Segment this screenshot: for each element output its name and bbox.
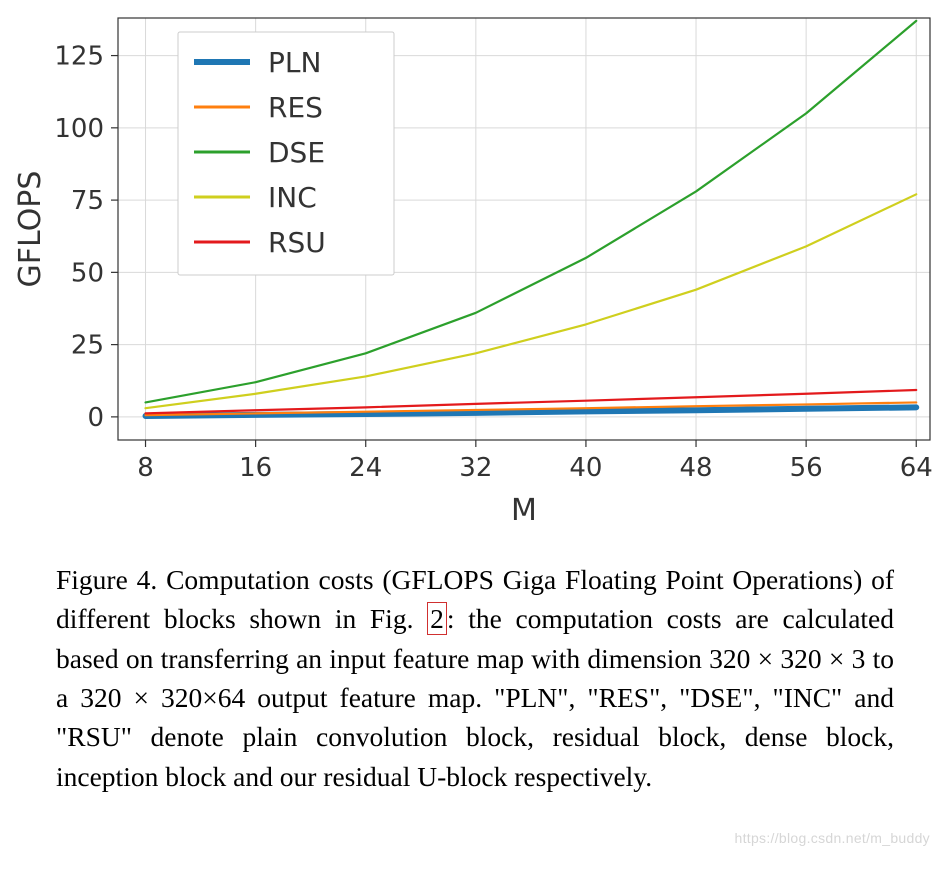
figure-root: 8 16 24 32 40 48 56 64 0 25 50 75 100 125 M GFLOPS PLN RE… — [0, 0, 948, 888]
xtick-label: 16 — [239, 453, 272, 483]
line-chart: 8 16 24 32 40 48 56 64 0 25 50 75 100 125 M GFLOPS PLN RE… — [0, 0, 948, 540]
legend-label-rsu: RSU — [268, 226, 326, 259]
ytick-label: 100 — [54, 114, 104, 144]
caption-figure-label: Figure 4. — [56, 564, 157, 595]
xtick-label: 64 — [900, 453, 933, 483]
xtick-label: 8 — [137, 453, 154, 483]
x-axis-label: M — [511, 493, 537, 528]
watermark: https://blog.csdn.net/m_buddy — [735, 830, 931, 846]
ytick-label: 25 — [71, 331, 104, 361]
legend-label-res: RES — [268, 91, 323, 124]
xtick-label: 56 — [790, 453, 823, 483]
xtick-label: 40 — [569, 453, 602, 483]
xtick-label: 48 — [679, 453, 712, 483]
ytick-label: 0 — [87, 403, 104, 433]
xtick-label: 32 — [459, 453, 492, 483]
ytick-label: 50 — [71, 258, 104, 288]
legend-label-pln: PLN — [268, 46, 321, 79]
legend-label-dse: DSE — [268, 136, 325, 169]
ytick-label: 125 — [54, 42, 104, 72]
figure-caption: Figure 4. Computation costs (GFLOPS Giga… — [56, 560, 894, 796]
xtick-label: 24 — [349, 453, 382, 483]
legend-label-inc: INC — [268, 181, 317, 214]
y-axis-label: GFLOPS — [13, 171, 48, 288]
caption-fig-ref[interactable]: 2 — [427, 602, 447, 635]
chart-svg: 8 16 24 32 40 48 56 64 0 25 50 75 100 125 M GFLOPS PLN RE… — [0, 0, 948, 540]
ytick-label: 75 — [71, 186, 104, 216]
